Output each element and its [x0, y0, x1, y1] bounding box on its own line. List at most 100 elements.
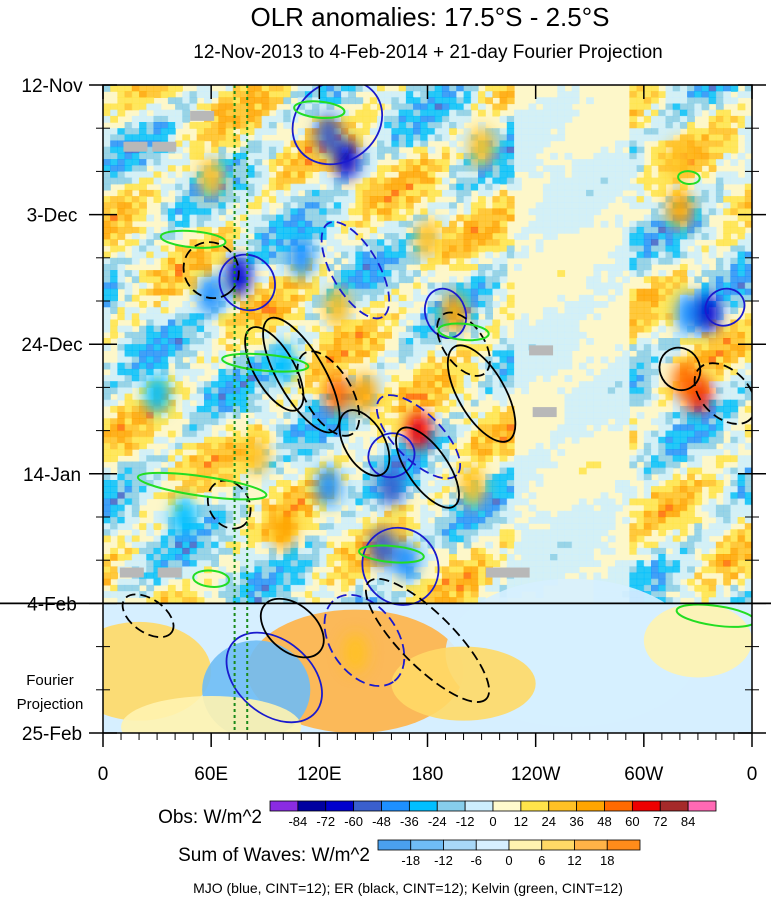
field-cell [139, 381, 147, 388]
field-cell [485, 239, 493, 247]
field-cell [117, 405, 126, 413]
field-cell [636, 307, 645, 314]
field-cell [146, 331, 155, 339]
field-cell [117, 146, 126, 154]
field-cell [139, 152, 147, 160]
field-cell [434, 214, 443, 222]
field-cell [420, 375, 429, 382]
field-cell [586, 183, 594, 191]
field-cell [564, 338, 573, 345]
field-cell [470, 233, 479, 240]
field-cell [355, 128, 364, 135]
field-cell [456, 189, 465, 197]
field-cell [708, 338, 717, 345]
field-cell [550, 109, 558, 117]
field-cell [377, 294, 385, 302]
field-cell [261, 498, 270, 506]
field-cell [449, 122, 457, 129]
field-cell [333, 461, 342, 469]
field-cell [225, 362, 234, 370]
field-cell [139, 109, 147, 117]
field-cell [247, 165, 255, 172]
field-cell [348, 97, 356, 105]
field-cell [405, 245, 414, 253]
field-cell [456, 449, 465, 456]
field-cell [542, 529, 551, 537]
field-cell [377, 226, 385, 234]
field-cell [131, 294, 140, 302]
field-cell [557, 331, 566, 339]
field-cell [586, 282, 594, 290]
field-cell [600, 523, 609, 530]
field-cell [629, 356, 638, 364]
field-cell [189, 535, 198, 543]
field-cell [723, 356, 731, 364]
field-cell [312, 492, 320, 500]
field-cell [117, 85, 126, 92]
field-cell [723, 233, 731, 240]
field-cell [506, 313, 515, 321]
field-cell [528, 455, 537, 463]
field-cell [110, 449, 118, 456]
field-cell [578, 331, 587, 339]
field-cell [665, 473, 674, 481]
field-cell [542, 461, 551, 469]
field-cell [643, 510, 652, 518]
field-cell [304, 387, 313, 395]
field-cell [449, 91, 457, 98]
field-cell [470, 436, 479, 444]
field-cell [117, 480, 126, 487]
field-cell [391, 375, 400, 382]
field-cell [441, 85, 450, 92]
field-cell [715, 344, 724, 351]
field-cell [708, 270, 717, 277]
field-cell [341, 97, 349, 105]
field-cell [521, 134, 529, 142]
field-cell [506, 387, 515, 395]
field-cell [535, 97, 544, 105]
chart-title: OLR anomalies: 17.5°S - 2.5°S [251, 2, 610, 32]
field-cell [131, 492, 140, 500]
field-cell [247, 202, 255, 210]
field-cell [391, 442, 400, 450]
field-cell [225, 442, 234, 450]
field-cell [341, 350, 349, 358]
field-cell [103, 177, 111, 185]
field-cell [708, 122, 717, 129]
field-cell [218, 270, 227, 277]
field-cell [658, 517, 667, 524]
field-cell [139, 442, 147, 450]
field-cell [304, 424, 313, 432]
field-cell [348, 399, 356, 407]
field-cell [730, 436, 739, 444]
field-cell [297, 523, 306, 530]
field-cell [319, 442, 328, 450]
field-cell [528, 226, 537, 234]
field-cell [211, 375, 219, 382]
field-cell [434, 159, 443, 166]
field-cell [607, 368, 616, 376]
field-cell [651, 214, 659, 222]
field-cell [694, 146, 703, 154]
field-cell [730, 146, 739, 154]
field-cell [391, 517, 400, 524]
field-cell [665, 128, 674, 135]
field-cell [687, 449, 695, 456]
field-cell [463, 368, 472, 376]
field-cell [723, 294, 731, 302]
field-cell [694, 486, 703, 493]
field-cell [737, 393, 746, 401]
field-cell [117, 208, 126, 216]
field-cell [160, 214, 169, 222]
field-cell [204, 486, 212, 493]
field-cell [333, 214, 342, 222]
field-cell [384, 325, 392, 333]
field-cell [225, 344, 234, 351]
field-cell [478, 171, 486, 179]
field-cell [658, 307, 667, 314]
field-cell [528, 517, 537, 524]
field-cell [182, 103, 191, 111]
field-cell [506, 91, 515, 98]
field-cell [737, 301, 746, 308]
field-cell [434, 189, 443, 197]
